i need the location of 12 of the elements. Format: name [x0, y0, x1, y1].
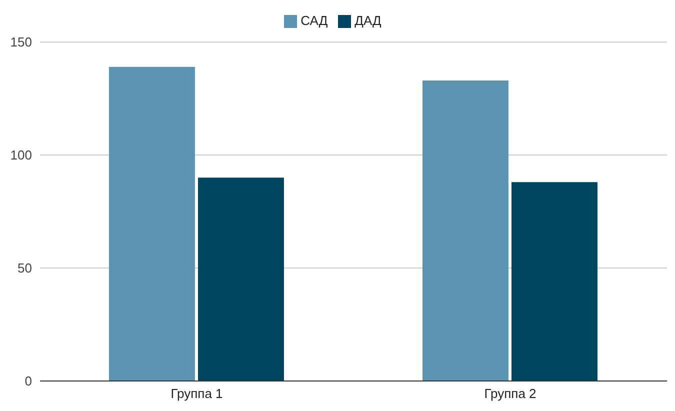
legend-label: ДАД: [354, 13, 382, 28]
x-tick-label: Группа 2: [484, 386, 536, 402]
bar: [198, 178, 284, 381]
bar: [511, 182, 598, 381]
y-tick-label: 50: [18, 260, 32, 276]
bar: [422, 80, 508, 381]
y-tick-label: 150: [10, 34, 32, 50]
x-tick-label: Группа 1: [170, 386, 223, 402]
y-tick-label: 100: [10, 148, 32, 163]
y-tick-label: 0: [24, 374, 32, 389]
bar: [108, 66, 195, 381]
legend-label: САД: [300, 13, 328, 28]
